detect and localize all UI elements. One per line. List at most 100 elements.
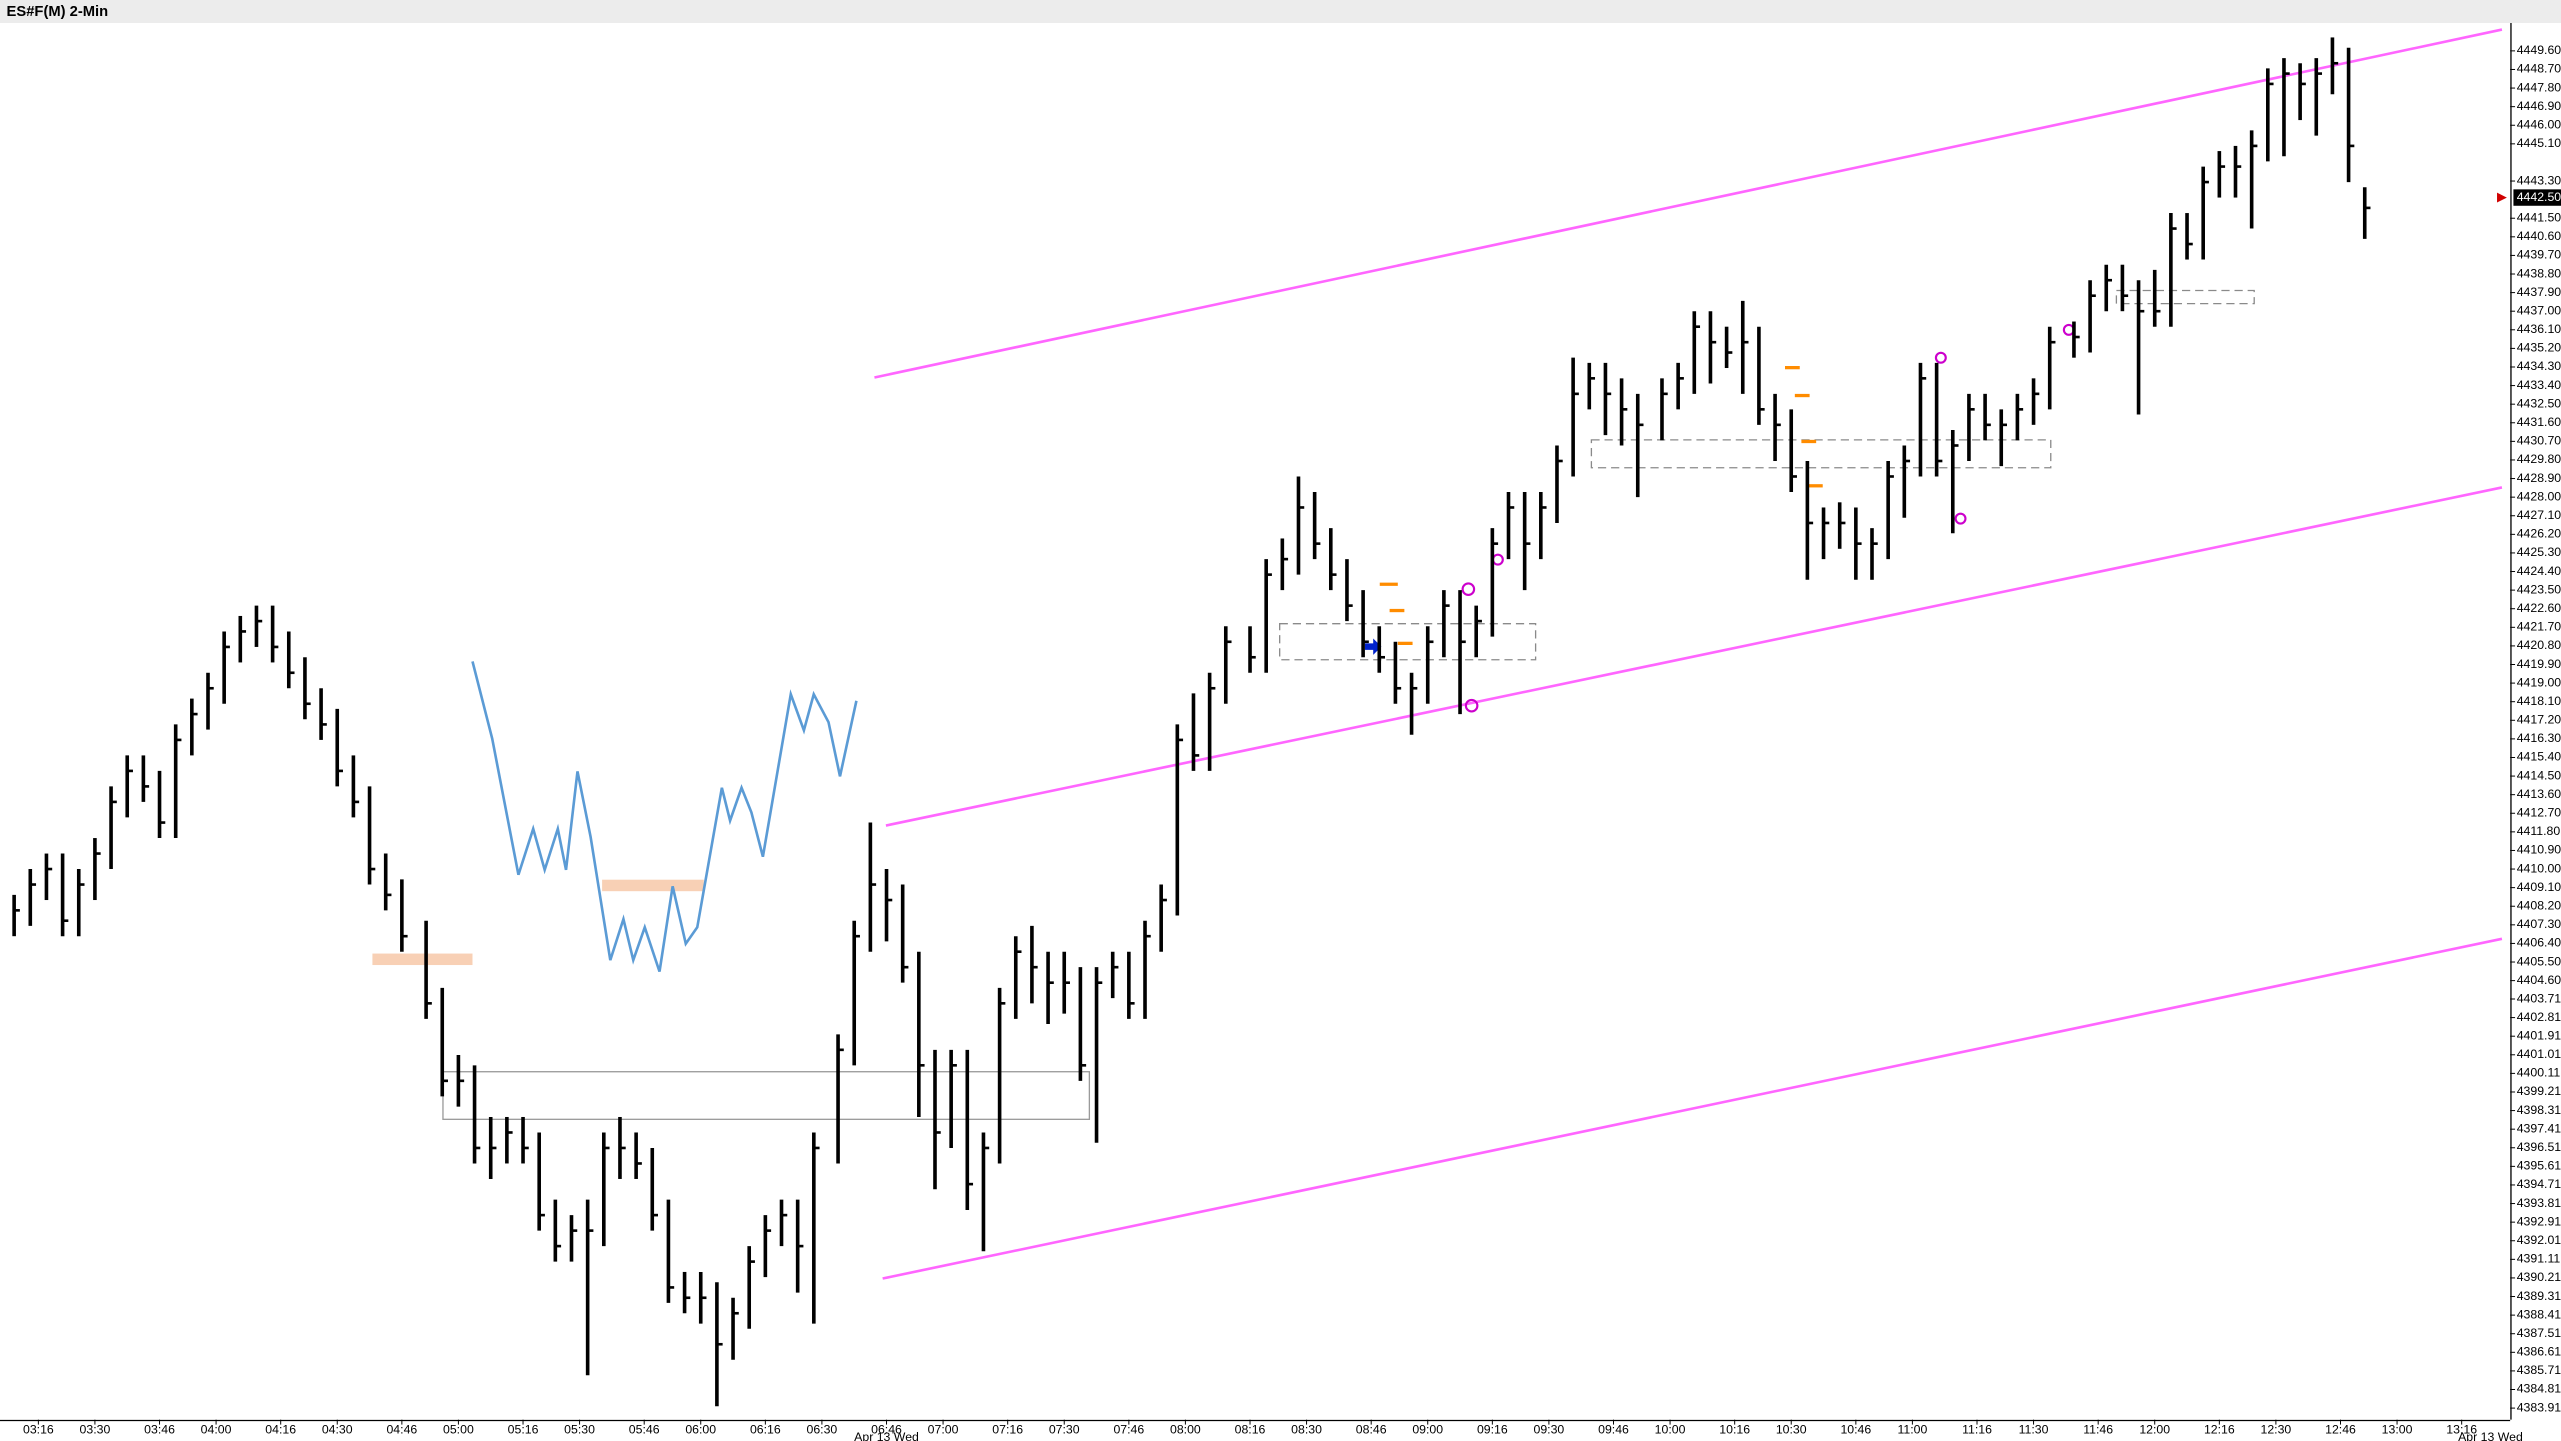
zone-highlight bbox=[602, 879, 704, 892]
y-tick-label: 4416.30 bbox=[2517, 731, 2561, 745]
y-tick-label: 4432.50 bbox=[2517, 396, 2561, 410]
x-tick-label: 08:30 bbox=[1291, 1423, 1322, 1437]
y-tick-label: 4398.31 bbox=[2517, 1103, 2561, 1117]
y-tick-label: 4439.70 bbox=[2517, 248, 2561, 262]
y-tick-label: 4414.50 bbox=[2517, 768, 2561, 782]
channel-line bbox=[882, 937, 2503, 1280]
x-tick-label: 09:46 bbox=[1598, 1423, 1629, 1437]
range-box bbox=[1590, 439, 2052, 469]
y-tick-label: 4397.41 bbox=[2517, 1121, 2561, 1135]
x-tick-label: 06:00 bbox=[685, 1423, 716, 1437]
y-tick-label: 4410.90 bbox=[2517, 843, 2561, 857]
price-bars bbox=[12, 37, 2371, 1407]
y-tick-label: 4389.31 bbox=[2517, 1289, 2561, 1303]
x-tick-label: 10:00 bbox=[1655, 1423, 1686, 1437]
y-tick-label: 4435.20 bbox=[2517, 341, 2561, 355]
x-tick-label: 06:30 bbox=[807, 1423, 838, 1437]
y-tick-label: 4434.30 bbox=[2517, 359, 2561, 373]
date-label: Apr 13 Wed bbox=[2458, 1430, 2523, 1441]
y-tick-label: 4391.11 bbox=[2517, 1252, 2561, 1266]
y-tick-label: 4411.80 bbox=[2517, 824, 2561, 838]
y-tick-label: 4392.01 bbox=[2517, 1233, 2561, 1247]
y-tick-label: 4446.00 bbox=[2517, 117, 2561, 131]
x-tick-label: 09:16 bbox=[1477, 1423, 1508, 1437]
x-tick-label: 05:46 bbox=[629, 1423, 660, 1437]
last-price-label: 4442.50 bbox=[2517, 190, 2561, 204]
y-tick-label: 4422.60 bbox=[2517, 601, 2561, 615]
x-tick-label: 07:46 bbox=[1113, 1423, 1144, 1437]
y-tick-label: 4415.40 bbox=[2517, 750, 2561, 764]
x-tick-label: 08:16 bbox=[1235, 1423, 1266, 1437]
y-tick-label: 4440.60 bbox=[2517, 229, 2561, 243]
y-tick-label: 4400.11 bbox=[2517, 1066, 2561, 1080]
y-tick-label: 4427.10 bbox=[2517, 508, 2561, 522]
x-tick-label: 04:46 bbox=[386, 1423, 417, 1437]
y-tick-label: 4405.50 bbox=[2517, 954, 2561, 968]
y-tick-label: 4420.80 bbox=[2517, 638, 2561, 652]
y-tick-label: 4441.50 bbox=[2517, 210, 2561, 224]
x-tick-label: 06:46 bbox=[871, 1423, 902, 1437]
y-tick-label: 4436.10 bbox=[2517, 322, 2561, 336]
y-tick-label: 4437.90 bbox=[2517, 285, 2561, 299]
x-tick-label: 10:46 bbox=[1840, 1423, 1871, 1437]
y-tick-label: 4394.71 bbox=[2517, 1177, 2561, 1191]
y-tick-label: 4409.10 bbox=[2517, 880, 2561, 894]
x-tick-label: 10:30 bbox=[1776, 1423, 1807, 1437]
x-tick-label: 11:00 bbox=[1897, 1423, 1927, 1437]
x-tick-label: 06:16 bbox=[750, 1423, 781, 1437]
x-tick-label: 12:46 bbox=[2325, 1423, 2356, 1437]
x-tick-label: 11:16 bbox=[1962, 1423, 1992, 1437]
y-tick-label: 4383.91 bbox=[2517, 1400, 2561, 1414]
x-tick-label: 12:30 bbox=[2261, 1423, 2292, 1437]
y-tick-label: 4447.80 bbox=[2517, 80, 2561, 94]
x-tick-label: 05:30 bbox=[564, 1423, 595, 1437]
range-box bbox=[2115, 289, 2255, 305]
y-tick-label: 4395.61 bbox=[2517, 1159, 2561, 1173]
x-tick-label: 03:16 bbox=[23, 1423, 54, 1437]
chart-title: ES#F(M) 2-Min bbox=[7, 4, 109, 20]
y-tick-label: 4437.00 bbox=[2517, 303, 2561, 317]
range-box bbox=[1279, 623, 1537, 661]
y-tick-label: 4431.60 bbox=[2517, 415, 2561, 429]
order-ticks bbox=[1379, 365, 1823, 646]
marker bbox=[1954, 512, 1967, 525]
y-tick-label: 4417.20 bbox=[2517, 713, 2561, 727]
x-tick-label: 07:30 bbox=[1049, 1423, 1080, 1437]
y-tick-label: 4413.60 bbox=[2517, 787, 2561, 801]
last-price-box bbox=[2513, 189, 2561, 206]
x-tick-label: 03:46 bbox=[144, 1423, 175, 1437]
y-tick-label: 4386.61 bbox=[2517, 1345, 2561, 1359]
drawings bbox=[372, 28, 2503, 1280]
x-tick-label: 13:16 bbox=[2446, 1423, 2477, 1437]
x-tick-label: 11:30 bbox=[2019, 1423, 2049, 1437]
date-label: Apr 13 Wed bbox=[854, 1430, 919, 1441]
last-price-arrow bbox=[2497, 192, 2507, 203]
y-tick-label: 4424.40 bbox=[2517, 564, 2561, 578]
x-tick-label: 10:16 bbox=[1719, 1423, 1750, 1437]
y-tick-label: 4423.50 bbox=[2517, 582, 2561, 596]
y-tick-label: 4449.60 bbox=[2517, 43, 2561, 57]
y-tick-label: 4426.20 bbox=[2517, 527, 2561, 541]
y-tick-label: 4438.80 bbox=[2517, 266, 2561, 280]
y-tick-label: 4406.40 bbox=[2517, 936, 2561, 950]
y-tick-label: 4387.51 bbox=[2517, 1326, 2561, 1340]
axes: 4449.60 4448.70 4447.80 4446.90 4446.00 4445.… bbox=[23, 43, 2561, 1437]
y-tick-label: 4402.81 bbox=[2517, 1010, 2561, 1024]
channel-line bbox=[874, 28, 2503, 379]
marker bbox=[1461, 582, 1476, 597]
y-tick-label: 4418.10 bbox=[2517, 694, 2561, 708]
overlay-line bbox=[471, 661, 858, 973]
y-tick-label: 4393.81 bbox=[2517, 1196, 2561, 1210]
y-tick-label: 4385.71 bbox=[2517, 1363, 2561, 1377]
x-tick-label: 05:16 bbox=[508, 1423, 539, 1437]
channel-line bbox=[885, 486, 2503, 827]
x-tick-label: 04:00 bbox=[201, 1423, 232, 1437]
y-tick-label: 4392.91 bbox=[2517, 1214, 2561, 1228]
y-tick-label: 4429.80 bbox=[2517, 452, 2561, 466]
y-tick-label: 4443.30 bbox=[2517, 173, 2561, 187]
y-tick-label: 4408.20 bbox=[2517, 898, 2561, 912]
marker bbox=[1464, 698, 1479, 713]
y-tick-label: 4403.71 bbox=[2517, 991, 2561, 1005]
